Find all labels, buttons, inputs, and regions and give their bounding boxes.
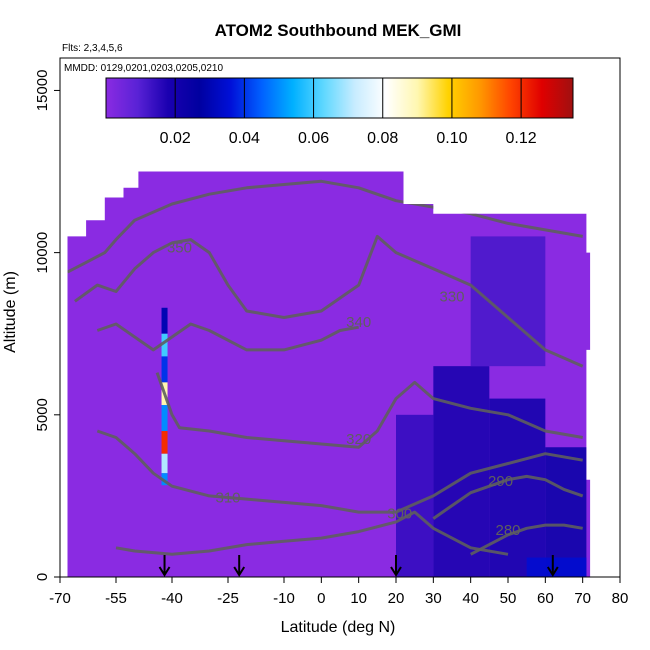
cbar-tick-label-0: 0.02 [160, 130, 191, 147]
x-tick-label-10: 50 [500, 590, 517, 607]
contour-label-300: 300 [387, 506, 412, 523]
x-tick-label-2: -40 [161, 590, 183, 607]
x-tick-label-3: -25 [217, 590, 239, 607]
contours [67, 179, 584, 556]
x-tick-label-4: -10 [273, 590, 295, 607]
contour-label-290: 290 [488, 473, 513, 490]
contour-320 [155, 372, 583, 449]
x-axis-label: Latitude (deg N) [281, 619, 396, 636]
cbar-tick-label-5: 0.12 [506, 130, 537, 147]
contour-labels: 350 330 340 320 310 300 290 280 [167, 240, 521, 539]
colorbar: 0.02 0.04 0.06 0.08 0.10 0.12 [105, 77, 574, 147]
contour-label-280: 280 [495, 522, 520, 539]
cbar-tick-label-2: 0.06 [298, 130, 329, 147]
x-tick-label-0: -70 [49, 590, 71, 607]
enhanced-regions [396, 236, 587, 577]
enhanced-region-4 [470, 236, 546, 367]
arrow-head-3 [546, 566, 559, 577]
x-tick-label-11: 60 [537, 590, 554, 607]
x-tick-label-5: 0 [317, 590, 325, 607]
y-axis-label: Altitude (m) [2, 271, 19, 353]
contour-350 [67, 179, 583, 274]
y-axis: 0 5000 10000 15000 [34, 70, 60, 581]
x-axis: -70 -55 -40 -25 -10 0 10 20 30 40 50 60 70 80 [49, 577, 628, 607]
cbar-tick-label-3: 0.08 [367, 130, 398, 147]
x-tick-label-8: 30 [425, 590, 442, 607]
chart-title: ATOM2 Southbound MEK_GMI [215, 21, 462, 40]
contour-290 [432, 474, 584, 520]
plot-frame [59, 57, 621, 578]
profile-cell-6 [161, 453, 168, 474]
profile-cell-2 [161, 356, 168, 383]
contour-label-330: 330 [439, 288, 464, 305]
profile-cell-4 [161, 405, 168, 432]
flight-arrows [158, 555, 559, 577]
profile-cell-5 [161, 431, 168, 454]
cbar-tick-label-4: 0.10 [436, 130, 467, 147]
flights-note: Flts: 2,3,4,5,6 [62, 43, 123, 54]
profile-cell-0 [161, 307, 168, 334]
dates-note: MMDD: 0129,0201,0203,0205,0210 [64, 63, 223, 74]
contour-340 [96, 322, 359, 352]
y-tick-label-0: 0 [34, 573, 51, 581]
x-tick-label-9: 40 [462, 590, 479, 607]
cbar-tick-label-1: 0.04 [229, 130, 260, 147]
contour-label-350: 350 [167, 240, 192, 257]
x-tick-label-1: -55 [105, 590, 127, 607]
arrow-head-0 [158, 566, 171, 577]
x-tick-label-13: 80 [612, 590, 629, 607]
y-tick-label-3: 15000 [34, 70, 51, 112]
contour-330 [74, 234, 584, 368]
arrow-head-2 [390, 566, 402, 577]
contour-label-320: 320 [346, 431, 371, 448]
contour-label-340: 340 [346, 314, 371, 331]
colorbar-gradient [105, 77, 574, 119]
plot-area: 350 330 340 320 310 300 290 280 [67, 171, 591, 577]
x-tick-label-6: 10 [350, 590, 367, 607]
contour-300 [115, 510, 509, 556]
x-tick-label-12: 70 [574, 590, 591, 607]
enhanced-region-0 [396, 414, 434, 577]
profile-cell-1 [161, 333, 168, 357]
y-tick-label-2: 10000 [34, 232, 51, 274]
arrow-head-1 [233, 566, 246, 577]
contour-280 [470, 523, 583, 556]
contour-label-310: 310 [215, 489, 240, 506]
x-tick-label-7: 20 [388, 590, 405, 607]
contour-310 [96, 429, 583, 514]
y-tick-label-1: 5000 [34, 398, 51, 431]
